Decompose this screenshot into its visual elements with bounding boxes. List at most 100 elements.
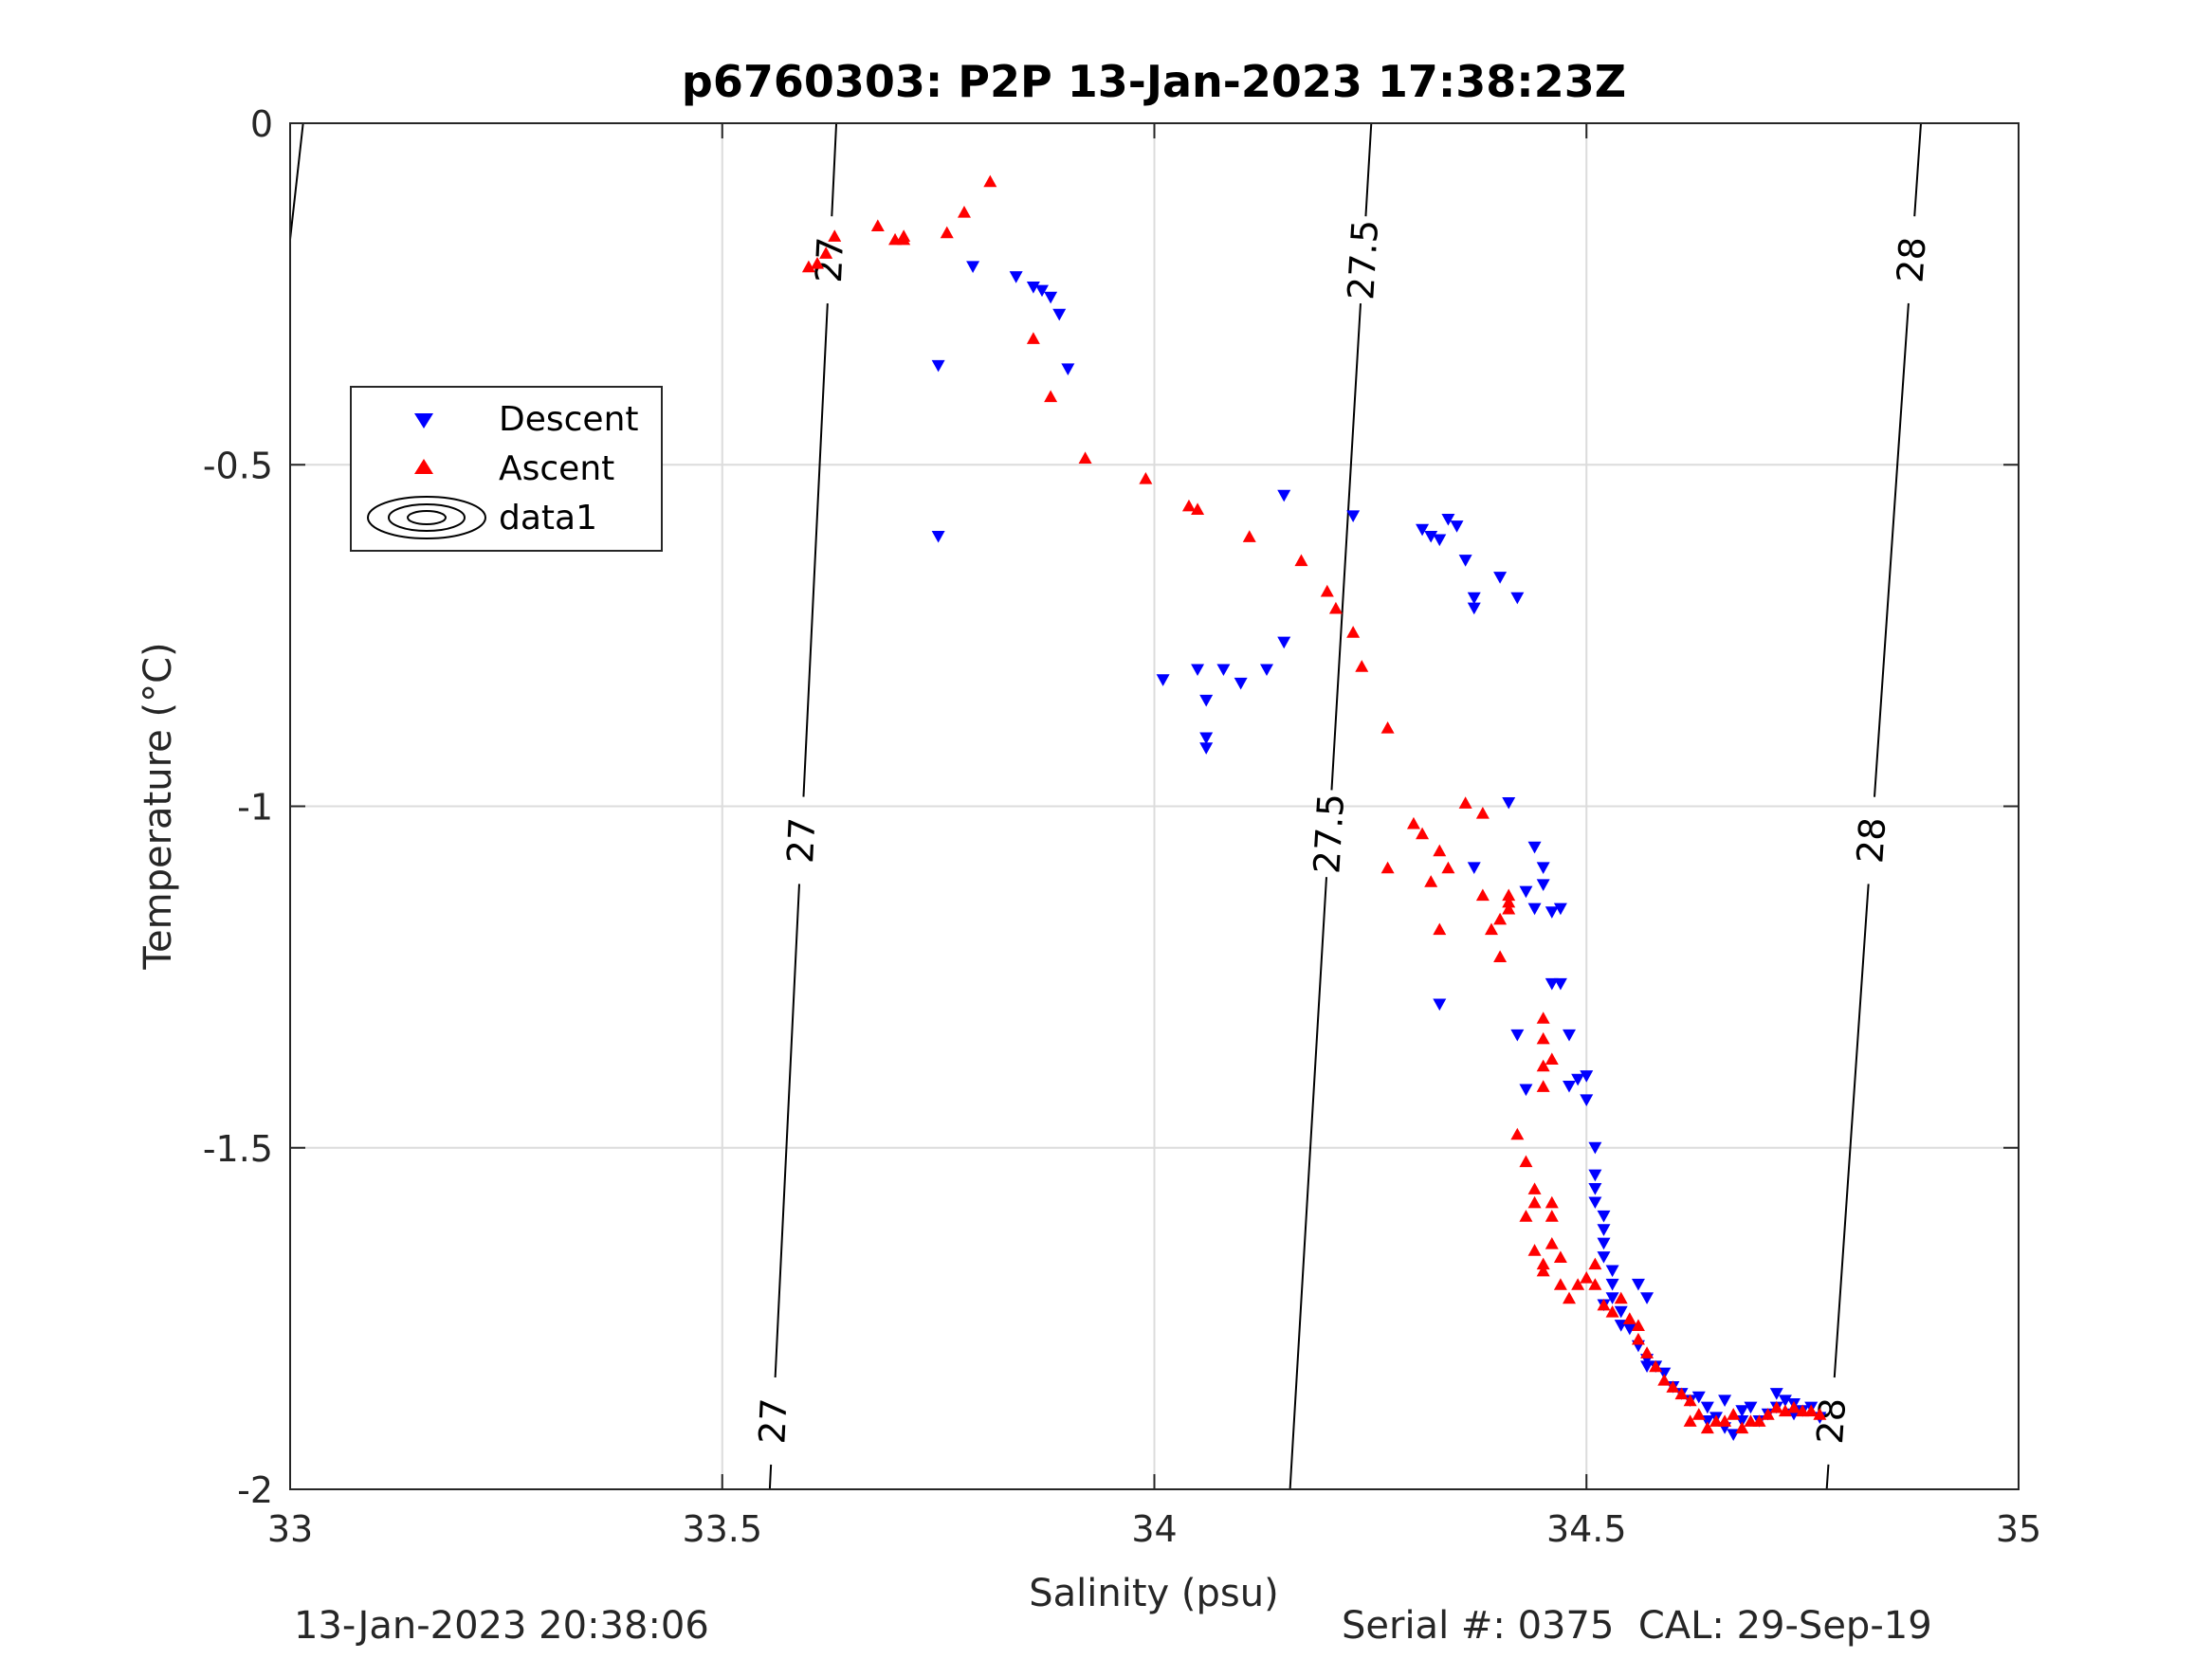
y-tick-label: -2 (237, 1469, 273, 1511)
ascent-point (1691, 1408, 1706, 1420)
footer-serial-cal: Serial #: 0375 CAL: 29-Sep-19 (1342, 1604, 1932, 1648)
density-contour-line (1825, 122, 1922, 1490)
ascent-point (828, 229, 842, 242)
ascent-point (1622, 1312, 1636, 1324)
ascent-point (1813, 1408, 1827, 1420)
ascent-point (1718, 1414, 1732, 1427)
y-tick-label: -0.5 (203, 445, 273, 486)
descent-point (1433, 998, 1447, 1012)
y-tick-label: -1.5 (203, 1128, 273, 1170)
ascent-point (1553, 1250, 1567, 1263)
ascent-point (1640, 1346, 1654, 1358)
ascent-point (897, 232, 911, 246)
x-tick-label: 35 (1996, 1508, 2041, 1550)
ascent-point (1536, 1080, 1550, 1092)
ascent-point (1536, 1031, 1550, 1045)
descent-point (1277, 489, 1291, 502)
y-tick-label: -1 (237, 787, 273, 829)
descent-point (1588, 1141, 1602, 1155)
descent-point (1536, 862, 1550, 874)
descent-point (1519, 885, 1533, 899)
x-tick-label: 33.5 (682, 1508, 762, 1550)
descent-point (1778, 1395, 1792, 1407)
ascent-point (811, 257, 825, 269)
ascent-point (1519, 1155, 1533, 1168)
ascent-point (1769, 1400, 1783, 1413)
density-contour-line (289, 122, 304, 240)
descent-point (1061, 363, 1075, 376)
descent-point (1467, 592, 1481, 605)
ascent-point (1631, 1319, 1645, 1332)
descent-point (1588, 1196, 1602, 1210)
ascent-point (1752, 1414, 1766, 1427)
ascent-point (1026, 332, 1040, 344)
ascent-point (1416, 827, 1430, 840)
descent-point (1052, 308, 1067, 321)
ascent-point (1614, 1291, 1628, 1304)
density-contour-label: 28 (1809, 1396, 1854, 1445)
ascent-point (1796, 1404, 1810, 1417)
ascent-point (1761, 1408, 1775, 1420)
descent-point (1441, 513, 1455, 526)
ascent-point (1191, 502, 1205, 516)
legend-descent-marker (414, 413, 433, 428)
ascent-point (1493, 950, 1508, 962)
ascent-point (1563, 1291, 1577, 1304)
ascent-point (1683, 1394, 1697, 1407)
ascent-point (1346, 626, 1361, 638)
descent-point (1597, 1251, 1611, 1264)
density-contour-label: 27.5 (1340, 219, 1386, 301)
ascent-point (1588, 1257, 1602, 1270)
ascent-point (1536, 1257, 1550, 1270)
ascent-point (1424, 875, 1438, 887)
ascent-point (1320, 584, 1334, 597)
descent-point (1527, 902, 1542, 916)
descent-point (1519, 1084, 1533, 1097)
ascent-point (1778, 1404, 1792, 1417)
descent-point (1536, 879, 1550, 892)
descent-point (1467, 602, 1481, 615)
ascent-point (940, 226, 954, 239)
ascent-point (1510, 1127, 1525, 1140)
ascent-point (1700, 1421, 1714, 1434)
descent-point (1424, 530, 1438, 543)
descent-point (1199, 742, 1214, 755)
ascent-point (1458, 796, 1472, 809)
density-contour-label: 28 (1889, 235, 1933, 283)
ascent-point (1527, 1244, 1542, 1256)
density-contour-line (768, 122, 838, 1490)
ascent-point (1787, 1400, 1801, 1413)
ascent-point (1527, 1195, 1542, 1209)
density-contour-label: 27 (808, 236, 851, 283)
y-axis-ticks: 0 -0.5 -1 -1.5 -2 (203, 103, 2019, 1511)
legend-descent-label: Descent (499, 400, 639, 439)
ascent-point (1536, 1012, 1550, 1024)
descent-point (1510, 592, 1525, 605)
ascent-point (1044, 390, 1058, 403)
descent-point (1035, 284, 1050, 298)
ascent-point (1649, 1359, 1663, 1373)
descent-point (931, 359, 945, 373)
descent-point (1588, 1169, 1602, 1182)
descent-point (1553, 977, 1567, 991)
ascent-point (1519, 1210, 1533, 1222)
descent-point (1563, 1080, 1577, 1093)
ascent-point (1406, 816, 1420, 830)
ascent-point (1139, 472, 1153, 484)
descent-point (1450, 520, 1464, 533)
ascent-point (1475, 807, 1490, 819)
ascent-point (801, 260, 815, 273)
ascent-point (1545, 1052, 1559, 1066)
ascent-point (1294, 554, 1308, 567)
ascent-point (1683, 1414, 1697, 1427)
ascent-point (870, 219, 885, 232)
descent-point (1744, 1401, 1758, 1414)
ascent-point (1674, 1387, 1689, 1400)
ascent-point (1545, 1210, 1559, 1222)
descent-point (1718, 1395, 1732, 1407)
descent-point (1580, 1070, 1594, 1083)
descent-point (1622, 1322, 1636, 1336)
ascent-point (1380, 861, 1395, 874)
descent-point (1605, 1278, 1619, 1291)
